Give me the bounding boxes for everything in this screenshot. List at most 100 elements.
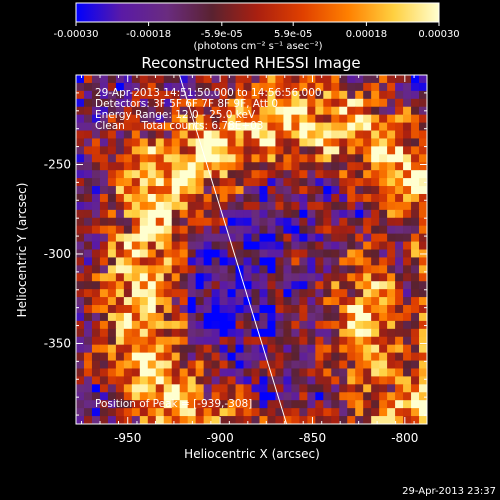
heatmap-cell	[187, 368, 197, 377]
y-axis-label: Heliocentric Y (arcsec)	[15, 183, 29, 318]
heatmap-cell	[131, 241, 141, 250]
heatmap-cell	[411, 82, 420, 92]
heatmap-cell	[139, 162, 149, 171]
heatmap-cell	[83, 82, 93, 92]
heatmap-cell	[131, 416, 141, 424]
heatmap-cell	[307, 106, 316, 116]
heatmap-cell	[283, 368, 292, 377]
heatmap-cell	[275, 90, 284, 100]
heatmap-cell	[235, 193, 244, 203]
heatmap-cell	[163, 400, 173, 409]
heatmap-cell	[283, 186, 292, 195]
heatmap-cell	[403, 257, 412, 266]
heatmap-cell	[331, 305, 340, 314]
heatmap-cell	[83, 344, 93, 354]
heatmap-cell	[251, 217, 260, 227]
heatmap-cell	[379, 392, 388, 401]
heatmap-cell	[179, 408, 189, 417]
heatmap-cell	[76, 178, 85, 187]
heatmap-cell	[395, 170, 404, 179]
heatmap-cell	[147, 217, 157, 227]
heatmap-cell	[219, 241, 228, 250]
heatmap-cell	[139, 178, 149, 187]
heatmap-cell	[379, 344, 388, 354]
heatmap-cell	[203, 297, 213, 306]
heatmap-cell	[347, 344, 356, 354]
heatmap-cell	[171, 400, 181, 409]
heatmap-cell	[379, 384, 388, 393]
heatmap-cell	[323, 265, 332, 274]
heatmap-cell	[259, 352, 268, 361]
heatmap-cell	[307, 82, 316, 92]
heatmap-cell	[219, 368, 228, 377]
heatmap-cell	[203, 193, 213, 203]
heatmap-cell	[419, 114, 427, 123]
heatmap-cell	[227, 122, 236, 131]
heatmap-cell	[363, 352, 372, 361]
heatmap-cell	[235, 138, 244, 147]
heatmap-cell	[291, 233, 300, 242]
heatmap-cell	[323, 201, 332, 211]
heatmap-cell	[371, 400, 380, 409]
heatmap-cell	[171, 281, 181, 290]
heatmap-cell	[131, 368, 141, 377]
heatmap-cell	[139, 146, 149, 155]
heatmap-cell	[163, 360, 173, 369]
heatmap-cell	[347, 138, 356, 147]
heatmap-cell	[235, 257, 244, 266]
heatmap-cell	[91, 273, 101, 282]
heatmap-cell	[403, 130, 412, 139]
heatmap-cell	[76, 400, 85, 409]
heatmap-cell	[163, 352, 173, 361]
heatmap-cell	[211, 265, 220, 274]
x-axis-label: Heliocentric X (arcsec)	[184, 447, 320, 461]
heatmap-cell	[83, 416, 93, 424]
heatmap-cell	[99, 193, 109, 203]
heatmap-cell	[155, 312, 165, 322]
heatmap-cell	[123, 90, 133, 100]
heatmap-cell	[99, 154, 109, 163]
heatmap-cell	[363, 162, 372, 171]
heatmap-cell	[107, 225, 117, 235]
plot-frame	[75, 74, 428, 425]
heatmap-cell	[315, 82, 324, 92]
heatmap-cell	[235, 352, 244, 361]
heatmap-cell	[235, 416, 244, 424]
heatmap-cell	[195, 122, 205, 131]
heatmap-cell	[99, 297, 109, 306]
heatmap-cell	[155, 241, 165, 250]
heatmap-cell	[411, 384, 420, 393]
heatmap-cell	[211, 336, 220, 346]
heatmap-cell	[283, 82, 292, 92]
heatmap-cell	[83, 265, 93, 274]
heatmap-cell	[155, 249, 165, 258]
heatmap-cell	[123, 328, 133, 338]
heatmap-cell	[107, 344, 117, 354]
heatmap-cell	[283, 154, 292, 163]
heatmap-cell	[171, 114, 181, 123]
heatmap-cell	[403, 368, 412, 377]
heatmap-cell	[99, 376, 109, 385]
heatmap-cell	[275, 98, 284, 108]
heatmap-cell	[347, 384, 356, 393]
heatmap-cell	[99, 384, 109, 393]
heatmap-cell	[387, 154, 396, 163]
heatmap-cell	[123, 320, 133, 330]
heatmap-cell	[203, 289, 213, 298]
heatmap-cell	[363, 328, 372, 338]
heatmap-cell	[235, 225, 244, 235]
heatmap-cell	[83, 193, 93, 203]
heatmap-cell	[131, 170, 141, 179]
heatmap-cell	[339, 193, 348, 203]
heatmap-cell	[76, 281, 85, 290]
heatmap-cell	[235, 305, 244, 314]
heatmap-cell	[219, 400, 228, 409]
heatmap-cell	[243, 281, 252, 290]
heatmap-cell	[155, 352, 165, 361]
heatmap-cell	[227, 360, 236, 369]
heatmap-cell	[363, 305, 372, 314]
heatmap-cell	[331, 416, 340, 424]
heatmap-cell	[411, 186, 420, 195]
heatmap-cell	[379, 170, 388, 179]
heatmap-cell	[107, 193, 117, 203]
